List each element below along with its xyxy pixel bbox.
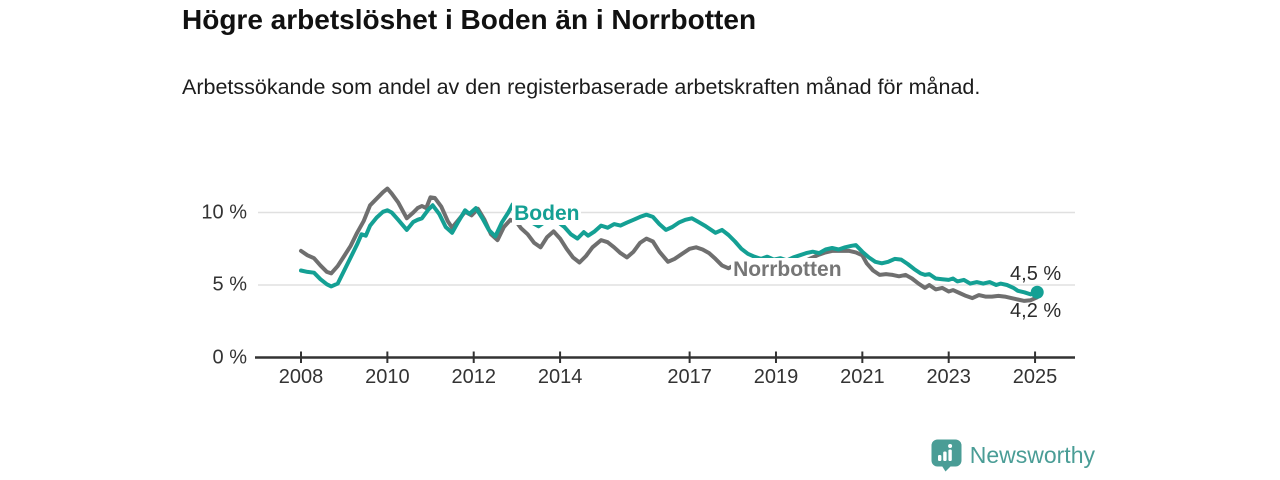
newsworthy-brand: Newsworthy xyxy=(931,439,1095,472)
series-line-norrbotten xyxy=(299,186,1040,303)
x-tick-label-2008: 2008 xyxy=(278,366,324,388)
x-tick-label-2019: 2019 xyxy=(753,366,799,388)
y-tick-label-0: 0 % xyxy=(212,346,247,368)
x-tick-label-2012: 2012 xyxy=(451,366,496,388)
x-tick-label-2017: 2017 xyxy=(667,366,712,388)
newsworthy-logo-icon xyxy=(931,439,962,472)
series-label-norrbotten: Norrbotten xyxy=(731,258,844,282)
series-label-boden: Boden xyxy=(512,202,582,226)
x-tick-label-2023: 2023 xyxy=(926,366,971,388)
y-tick-label-5: 5 % xyxy=(212,273,247,296)
chart-title: Högre arbetslöshet i Boden än i Norrbott… xyxy=(182,4,757,35)
newsworthy-brand-text: Newsworthy xyxy=(969,442,1095,468)
y-tick-label-10: 10 % xyxy=(201,201,247,223)
end-value-label-boden: 4,5 % xyxy=(1010,263,1062,286)
series-end-dot-boden xyxy=(1030,285,1044,299)
x-tick-label-2021: 2021 xyxy=(840,366,885,388)
x-tick-label-2010: 2010 xyxy=(365,366,410,388)
chart-subtitle: Arbetssökande som andel av den registerb… xyxy=(182,75,981,99)
end-value-label-norrbotten: 4,2 % xyxy=(1010,300,1062,323)
x-tick-label-2025: 2025 xyxy=(1012,366,1058,388)
series-line-boden xyxy=(299,202,1040,297)
x-tick-label-2014: 2014 xyxy=(537,366,583,388)
